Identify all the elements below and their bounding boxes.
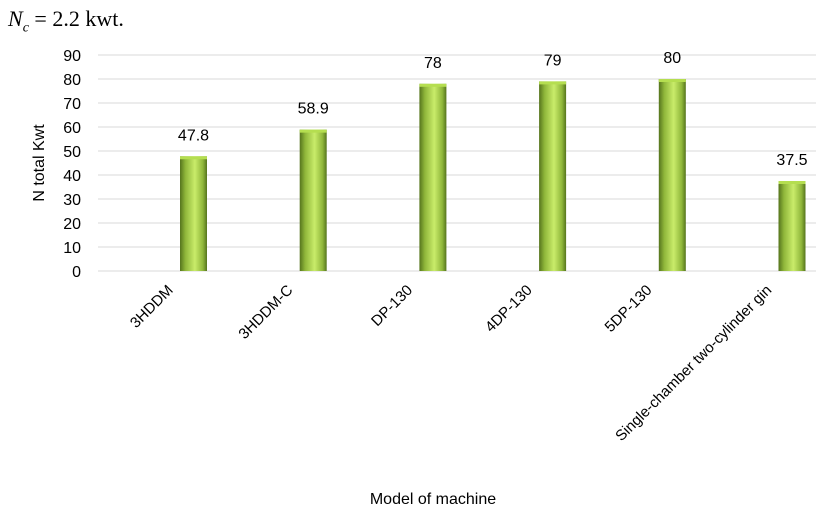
bar-top-cap xyxy=(658,79,686,82)
y-tick-label: 30 xyxy=(63,192,81,209)
x-tick-label: 3HDDM xyxy=(127,282,177,332)
x-tick-label: DP-130 xyxy=(368,282,416,330)
bar-top-cap xyxy=(299,129,327,133)
y-axis-label: N total Kwt xyxy=(31,124,48,202)
data-label: 47.8 xyxy=(178,127,209,144)
data-label: 79 xyxy=(544,52,562,69)
data-label: 58.9 xyxy=(298,101,329,118)
equation-text: Nc = 2.2 kwt. xyxy=(8,6,124,36)
bar-4dp-130 xyxy=(539,81,567,272)
data-labels: 47.8 58.9 78 79 80 37.5 xyxy=(178,50,808,169)
y-tick-label: 0 xyxy=(72,264,81,281)
bar-top-cap xyxy=(539,81,567,85)
x-tick-label: 4DP-130 xyxy=(482,282,536,336)
data-label: 80 xyxy=(663,50,681,67)
bar-3hddm xyxy=(180,156,207,271)
x-tick-label: 5DP-130 xyxy=(602,282,656,336)
bar-top-cap xyxy=(180,156,207,160)
equation-subscript: c xyxy=(22,20,29,36)
bar-top-cap xyxy=(419,83,447,87)
data-label: 78 xyxy=(424,55,442,72)
y-tick-label: 40 xyxy=(63,168,81,185)
data-label: 37.5 xyxy=(776,152,807,169)
x-tick-label: 3HDDM-C xyxy=(235,282,296,343)
y-axis-tick-labels: 0 10 20 30 40 50 60 70 80 90 xyxy=(63,48,81,281)
bar-3hddm-c xyxy=(299,129,327,271)
y-tick-label: 90 xyxy=(63,48,81,65)
y-tick-label: 10 xyxy=(63,240,81,257)
x-axis-label: Model of machine xyxy=(370,491,496,508)
equation-symbol: N xyxy=(8,6,23,31)
bar-single-chamber-two-cylinder-gin xyxy=(778,181,806,271)
bar-5dp-130 xyxy=(658,79,686,271)
y-tick-label: 20 xyxy=(63,216,81,233)
bar-dp-130 xyxy=(419,83,447,271)
y-tick-label: 50 xyxy=(63,144,81,161)
gridlines xyxy=(98,54,816,272)
bars xyxy=(180,79,806,272)
equation-rest: = 2.2 kwt. xyxy=(28,6,124,31)
y-tick-label: 70 xyxy=(63,96,81,113)
x-axis-tick-labels: 3HDDM 3HDDM-C DP-130 4DP-130 5DP-130Single-c… xyxy=(127,282,775,445)
y-tick-label: 60 xyxy=(63,120,81,137)
bar-top-cap xyxy=(778,181,806,184)
y-tick-label: 80 xyxy=(63,72,81,89)
